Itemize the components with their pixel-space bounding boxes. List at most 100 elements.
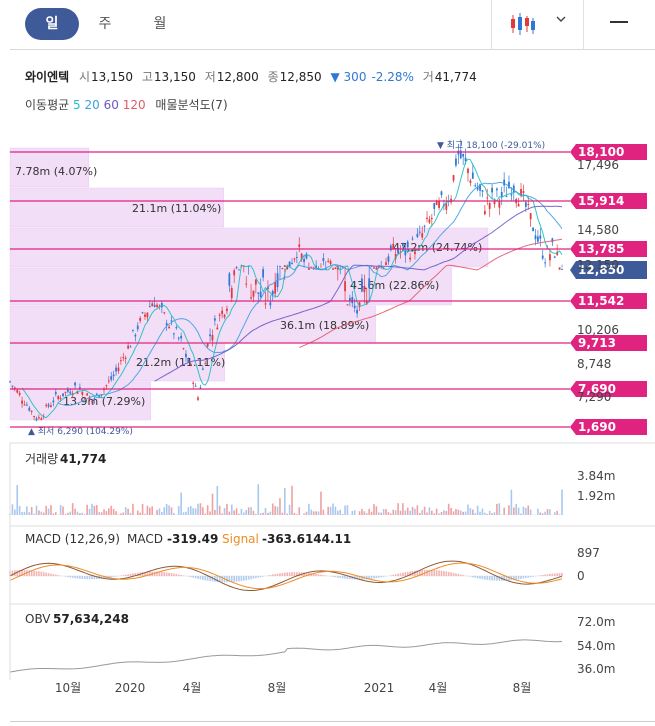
tab-daily[interactable]: 일 [25, 8, 79, 40]
x-tick-label: 10월 [55, 681, 81, 695]
volume-bar [322, 509, 325, 515]
volume-profile-label: 47.2m (24.74%) [393, 241, 482, 254]
candle-body [124, 357, 127, 359]
candle-body [209, 334, 211, 337]
candle-body [76, 390, 79, 394]
price-level-tag [570, 293, 647, 309]
chevron-down-icon[interactable] [555, 13, 567, 25]
obv-value: 57,634,248 [53, 612, 129, 626]
volume-bar [484, 512, 486, 515]
volume-bar [310, 509, 313, 515]
volume-bar [334, 506, 337, 515]
macd-line [9, 560, 563, 591]
macd-histogram-bar [52, 574, 55, 576]
volume-bar [98, 512, 100, 515]
volume-bar [337, 510, 339, 515]
macd-histogram-bar [189, 576, 192, 578]
candlestick-icon[interactable] [510, 13, 536, 35]
volume-bar [185, 511, 187, 515]
macd-histogram-bar [346, 576, 349, 579]
x-tick-label: 8월 [513, 681, 532, 695]
candle-body [136, 325, 139, 330]
macd-histogram-bar [197, 576, 199, 579]
chart-bottom-border [10, 721, 655, 722]
macd-histogram-bar [221, 576, 223, 583]
volume-bar [296, 514, 298, 515]
volume-bar [392, 509, 395, 515]
candle-body [498, 200, 501, 208]
volume-bar [486, 513, 489, 515]
volume-bar [129, 512, 132, 515]
moving-average-legend[interactable]: 이동평균 5 20 60 120 매물분석도(7) [25, 98, 228, 112]
obv-tick: 36.0m [577, 662, 615, 676]
macd-tick: 897 [577, 546, 600, 560]
volume-bar [462, 511, 464, 515]
volume-bar [228, 511, 231, 515]
macd-tick: 0 [577, 569, 585, 583]
candle-body [474, 185, 477, 187]
candle-body [168, 326, 170, 329]
macd-histogram-bar [452, 572, 455, 576]
macd-histogram-bar [83, 576, 86, 580]
volume-bar [108, 508, 110, 515]
volume-bar [527, 505, 530, 515]
volume-bar [233, 510, 235, 515]
price-level-tag [570, 193, 647, 209]
tab-monthly[interactable]: 월 [153, 16, 167, 32]
volume-bar [189, 506, 192, 515]
macd-histogram-bar [267, 575, 269, 576]
y-tick-label: 12,150 [577, 258, 619, 272]
volume-profile-label: 36.1m (18.89%) [280, 319, 369, 332]
volume-profile-label: 매물분석도(7) [155, 98, 228, 112]
volume-bar [515, 503, 518, 515]
macd-histogram-bar [250, 576, 252, 580]
volume-bar [14, 509, 16, 515]
candle-body [351, 296, 354, 304]
volume-bar [50, 505, 52, 515]
candle-body [242, 265, 245, 267]
candle-body [324, 268, 327, 270]
candle-body [105, 385, 108, 387]
candle-body [375, 267, 378, 270]
volume-bar [194, 508, 197, 515]
volume-bar [375, 506, 378, 515]
volume-bar [115, 511, 117, 515]
volume-bar [327, 506, 329, 515]
menu-icon[interactable] [610, 21, 628, 23]
macd-histogram-bar [218, 576, 221, 583]
candle-body [377, 266, 380, 268]
candle-body [486, 197, 489, 199]
candle-body [235, 267, 238, 269]
volume-bar [346, 505, 349, 515]
volume-bar [344, 505, 346, 515]
candle-body [541, 255, 544, 259]
volume-bar [132, 503, 134, 515]
candle-body [144, 314, 146, 317]
volume-bar [274, 506, 276, 515]
volume-bar [255, 514, 257, 515]
candle-body [103, 389, 105, 391]
volume-bar [243, 512, 245, 515]
candle-body [307, 268, 310, 270]
volume-bar [250, 507, 252, 515]
volume-bar [291, 485, 293, 515]
tab-weekly[interactable]: 주 [98, 16, 112, 32]
macd-histogram-bar [245, 576, 248, 581]
candle-body [93, 398, 96, 400]
volume-bar [71, 503, 74, 515]
volume-bar [23, 511, 26, 515]
candle-body [464, 157, 467, 162]
volume-bar [431, 510, 433, 515]
volume-bar [464, 511, 467, 515]
candle-body [344, 281, 346, 292]
volume-bar [529, 509, 532, 515]
candle-body [110, 376, 113, 380]
candle-body [426, 217, 428, 219]
volume-bar [127, 508, 129, 515]
candle-body [553, 256, 556, 258]
volume-bar [204, 513, 207, 515]
volume-bar [276, 506, 279, 515]
volume-bar [74, 508, 76, 515]
volume-bar [305, 511, 308, 515]
